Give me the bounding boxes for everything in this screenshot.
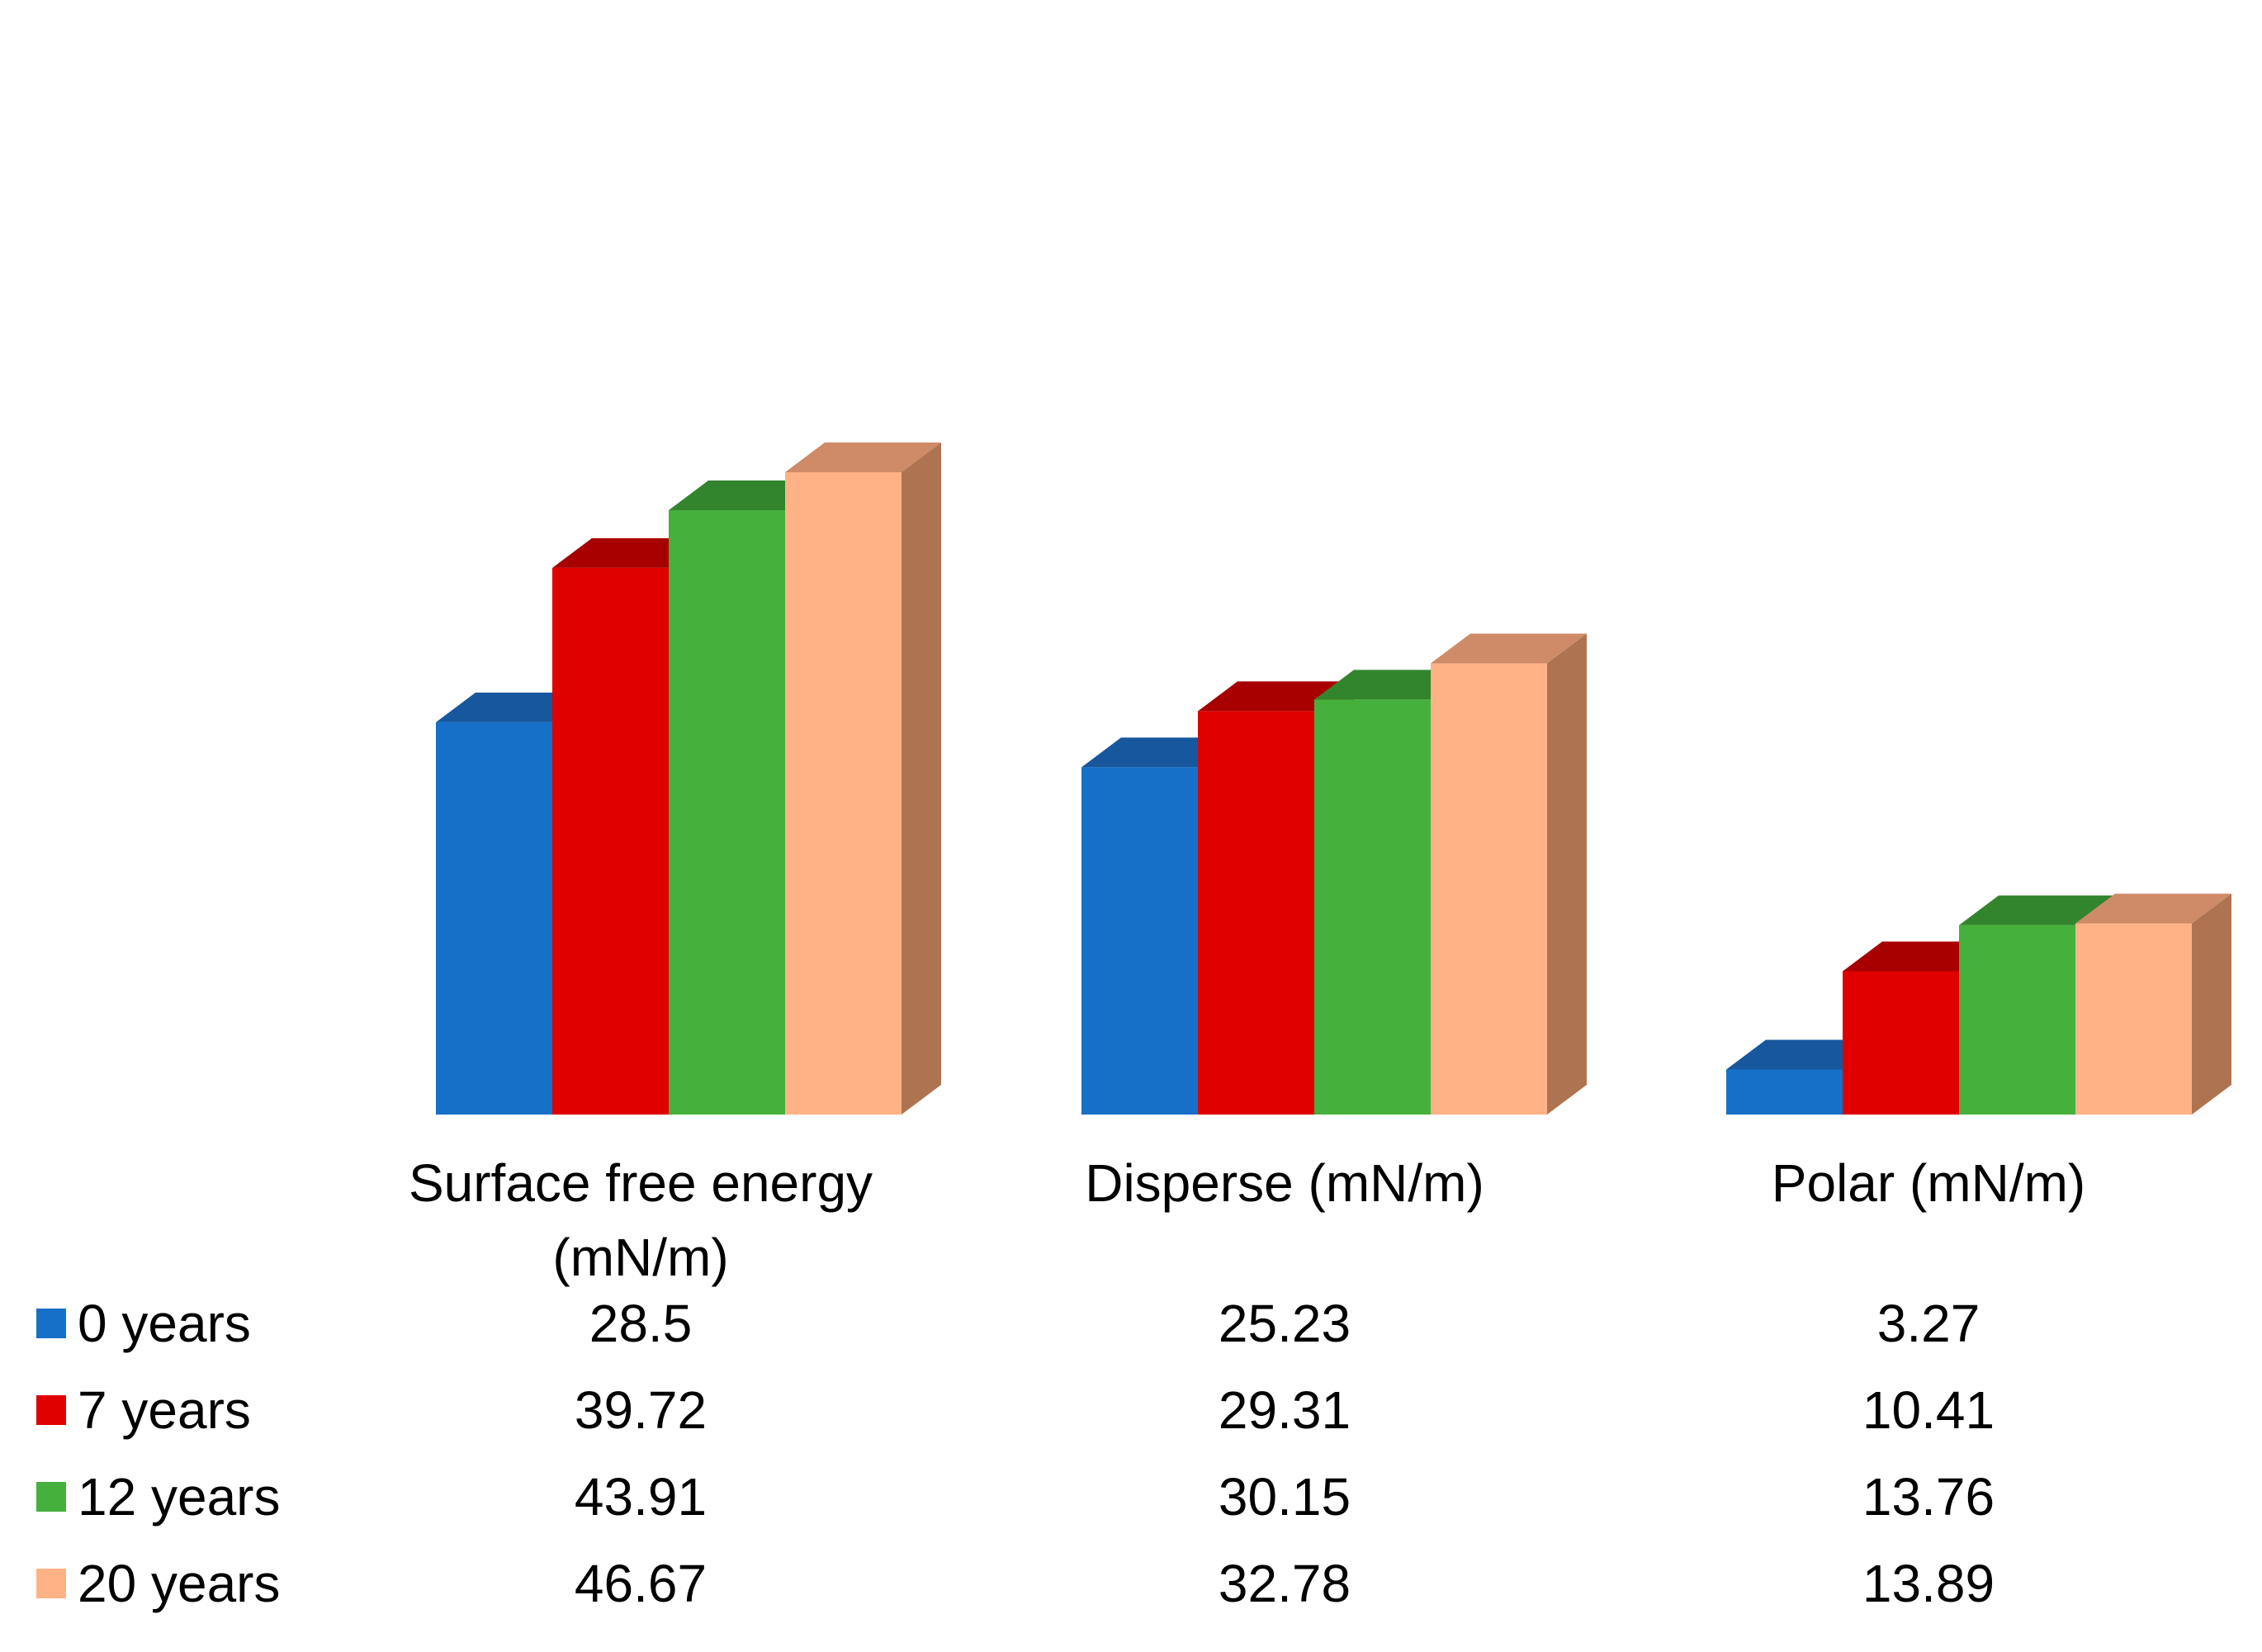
bar-20-years-polar-mn-m	[2075, 893, 2231, 1115]
data-label-0-years-2: 25.23	[1219, 1294, 1351, 1353]
bar-front	[1081, 767, 1198, 1115]
bar-front	[1843, 971, 1959, 1115]
bar-side	[2192, 893, 2231, 1115]
data-label-20-years-2: 32.78	[1219, 1554, 1351, 1613]
data-label-7-years-2: 29.31	[1219, 1380, 1351, 1440]
data-label-7-years-3: 10.41	[1862, 1380, 1995, 1440]
bar-top	[1431, 633, 1587, 664]
data-label-7-years-1: 39.72	[575, 1380, 707, 1440]
bar-side	[1547, 633, 1587, 1115]
data-label-20-years-1: 46.67	[575, 1554, 707, 1613]
data-label-12-years-1: 43.91	[575, 1467, 707, 1527]
bar-front	[1314, 699, 1431, 1115]
legend-label-0-years: 0 years	[78, 1294, 251, 1353]
bar-front	[669, 510, 785, 1115]
category-label-2: Disperse (mN/m)	[1085, 1153, 1484, 1213]
bar-front	[552, 567, 669, 1115]
bar-top	[2075, 893, 2231, 924]
legend-key-0-years	[36, 1309, 66, 1338]
legend-key-7-years	[36, 1395, 66, 1425]
bar-top	[785, 443, 941, 473]
legend-label-20-years: 20 years	[78, 1554, 280, 1613]
table-row-0-years: 0 years 28.5 25.23 3.27	[36, 1294, 1980, 1353]
bar-front	[1726, 1069, 1843, 1115]
bar-20-years-disperse-mn-m	[1431, 633, 1587, 1115]
legend-label-7-years: 7 years	[78, 1380, 251, 1440]
data-label-0-years-3: 3.27	[1877, 1294, 1980, 1353]
category-label-3: Polar (mN/m)	[1772, 1153, 2085, 1213]
bars-layer	[436, 443, 2231, 1115]
legend-key-12-years	[36, 1482, 66, 1512]
table-row-7-years: 7 years 39.72 29.31 10.41	[36, 1380, 1995, 1440]
bar-front	[2075, 923, 2192, 1115]
bar-front	[436, 722, 552, 1115]
bar-front	[785, 472, 901, 1115]
legend-label-12-years: 12 years	[78, 1467, 280, 1527]
bar-side	[901, 443, 941, 1115]
bar-top	[1959, 895, 2115, 925]
data-table: 0 years 28.5 25.23 3.27 7 years 39.72 29.31 10.…	[36, 1294, 1995, 1613]
data-label-12-years-2: 30.15	[1219, 1467, 1351, 1527]
data-label-0-years-1: 28.5	[589, 1294, 693, 1353]
table-row-12-years: 12 years 43.91 30.15 13.76	[36, 1467, 1995, 1527]
category-labels: Surface free energy (mN/m) Disperse (mN/m)…	[409, 1153, 2085, 1287]
bar-front	[1198, 711, 1314, 1115]
data-label-12-years-3: 13.76	[1862, 1467, 1995, 1527]
table-row-20-years: 20 years 46.67 32.78 13.89	[36, 1554, 1995, 1613]
bar-front	[1959, 925, 2075, 1115]
bar-front	[1431, 663, 1547, 1115]
category-label-1-line2: (mN/m)	[552, 1228, 728, 1287]
category-label-1: Surface free energy	[409, 1153, 873, 1213]
bar-20-years-surface-free-energy-mn-m	[785, 443, 941, 1115]
data-label-20-years-3: 13.89	[1862, 1554, 1995, 1613]
legend-key-20-years	[36, 1569, 66, 1598]
